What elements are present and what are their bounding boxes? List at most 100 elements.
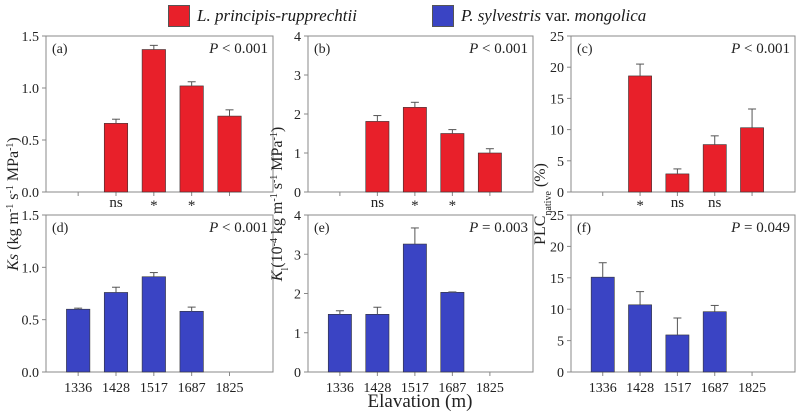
y-tick-label-d: 0.0 (22, 366, 40, 381)
x-tick-label-e: 1336 (326, 381, 354, 396)
bar-e-1336 (327, 314, 352, 373)
y-tick-label-c: 15 (550, 92, 564, 107)
x-tick-label-f: 1517 (663, 381, 691, 396)
bar-d-1428 (103, 292, 129, 373)
bar-c-1825 (740, 127, 764, 193)
bar-b-1428 (365, 121, 390, 193)
legend-label-pine-variety: mongolica (574, 6, 647, 25)
x-tick-label-d: 1336 (64, 381, 92, 396)
bar-b-1517 (402, 107, 427, 193)
significance-b-1428: ns (371, 195, 385, 211)
x-tick-label-e: 1517 (401, 381, 429, 396)
x-axis-label: Elavation (m) (368, 391, 473, 412)
y-axis-label-plc: PLCnative (%) (532, 163, 554, 245)
legend-item-larch: L. principis-rupprechtii (168, 4, 357, 28)
bar-e-1428 (365, 314, 390, 373)
p-value-e: P = 0.003 (468, 220, 528, 236)
y-tick-label-f: 10 (550, 303, 564, 318)
y-tick-label-f: 20 (550, 240, 564, 255)
bar-c-1687 (702, 144, 727, 193)
x-tick-label-f: 1687 (701, 381, 729, 396)
panel-label-e: (e) (314, 221, 330, 236)
bar-c-1517 (665, 173, 690, 193)
p-value-a: P < 0.001 (208, 41, 268, 57)
bar-d-1517 (141, 276, 166, 373)
panel-label-a: (a) (52, 42, 68, 57)
bar-a-1825 (217, 115, 242, 193)
bar-a-1517 (141, 49, 166, 193)
y-tick-label-b: 1 (294, 147, 301, 162)
y-tick-label-a: 0.5 (22, 134, 40, 149)
y-tick-label-a: 0.0 (22, 186, 40, 201)
x-tick-label-e: 1428 (363, 381, 391, 396)
y-tick-label-b: 3 (294, 69, 301, 84)
bar-c-1428 (628, 75, 652, 193)
legend-swatch-blue (432, 5, 454, 27)
significance-c-1687: ns (708, 195, 722, 211)
x-tick-label-d: 1428 (102, 381, 130, 396)
panel-label-d: (d) (52, 221, 69, 236)
y-tick-label-d: 1.0 (22, 261, 40, 276)
panel-label-f: (f) (577, 221, 591, 236)
legend-label-pine-species: P. sylvestris (461, 6, 541, 25)
y-tick-label-e: 1 (294, 327, 301, 342)
significance-b-1687: * (449, 198, 457, 214)
y-tick-label-f: 15 (550, 272, 564, 287)
y-tick-label-e: 3 (294, 248, 301, 263)
x-tick-label-f: 1336 (589, 381, 617, 396)
bar-e-1517 (402, 243, 427, 373)
p-value-d: P < 0.001 (208, 220, 268, 236)
x-tick-label-f: 1825 (738, 381, 766, 396)
x-tick-label-d: 1687 (178, 381, 206, 396)
p-value-f: P = 0.049 (730, 220, 790, 236)
x-tick-label-e: 1687 (438, 381, 466, 396)
y-tick-label-b: 2 (294, 108, 301, 123)
y-tick-label-b: 4 (294, 30, 301, 45)
y-tick-label-a: 1.5 (22, 30, 40, 45)
y-tick-label-f: 25 (550, 209, 564, 224)
significance-c-1428: * (636, 198, 644, 214)
x-tick-label-d: 1517 (140, 381, 168, 396)
panel-label-b: (b) (314, 42, 331, 57)
bar-b-1687 (440, 133, 465, 193)
y-axis-label-ks: Ks (kg m-1 s-1 MPa-1) (5, 137, 23, 272)
y-tick-label-f: 5 (557, 335, 564, 350)
y-tick-label-c: 0 (557, 186, 564, 201)
y-tick-label-c: 10 (550, 124, 564, 139)
x-tick-label-d: 1825 (215, 381, 243, 396)
bar-e-1687 (440, 292, 465, 373)
y-tick-label-d: 1.5 (22, 209, 40, 224)
y-tick-label-f: 0 (557, 366, 564, 381)
legend-label-larch: L. principis-rupprechtii (197, 6, 357, 25)
legend-item-pine: P. sylvestris var. mongolica (432, 4, 646, 28)
p-value-c: P < 0.001 (730, 41, 790, 57)
bar-a-1428 (103, 123, 129, 193)
significance-c-1517: ns (671, 195, 685, 211)
bar-f-1517 (665, 334, 690, 373)
y-tick-label-c: 5 (557, 155, 564, 170)
x-tick-label-f: 1428 (626, 381, 654, 396)
bar-a-1687 (179, 85, 204, 193)
y-tick-label-c: 25 (550, 30, 564, 45)
bar-f-1428 (628, 304, 652, 373)
significance-b-1517: * (411, 198, 419, 214)
y-tick-label-c: 20 (550, 61, 564, 76)
panel-label-c: (c) (577, 42, 593, 57)
bar-d-1336 (66, 308, 91, 373)
y-tick-label-e: 4 (294, 209, 301, 224)
p-value-b: P < 0.001 (468, 41, 528, 57)
y-tick-label-e: 0 (294, 366, 301, 381)
legend-swatch-red (168, 5, 190, 27)
x-tick-label-e: 1825 (476, 381, 504, 396)
bar-f-1336 (590, 276, 615, 373)
y-tick-label-e: 2 (294, 288, 301, 303)
bar-d-1687 (179, 310, 204, 373)
y-tick-label-d: 0.5 (22, 314, 40, 329)
y-axis-label-kl: Kl(10-4 kg m-1 s-1 MPa-1) (269, 127, 291, 282)
legend-label-pine-var: var. (540, 6, 575, 25)
bar-f-1687 (702, 311, 727, 373)
y-tick-label-b: 0 (294, 186, 301, 201)
significance-a-1517: * (150, 198, 158, 214)
significance-a-1428: ns (109, 195, 123, 211)
